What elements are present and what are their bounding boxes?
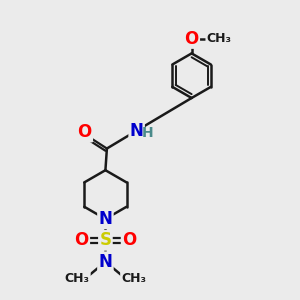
Text: N: N <box>98 253 112 271</box>
Text: S: S <box>99 231 111 249</box>
Text: O: O <box>74 231 89 249</box>
Text: O: O <box>77 123 92 141</box>
Text: CH₃: CH₃ <box>65 272 90 285</box>
Text: N: N <box>130 122 144 140</box>
Text: N: N <box>98 210 112 228</box>
Text: H: H <box>142 126 154 140</box>
Text: O: O <box>122 231 136 249</box>
Text: CH₃: CH₃ <box>206 32 232 45</box>
Text: CH₃: CH₃ <box>121 272 146 285</box>
Text: O: O <box>184 29 199 47</box>
